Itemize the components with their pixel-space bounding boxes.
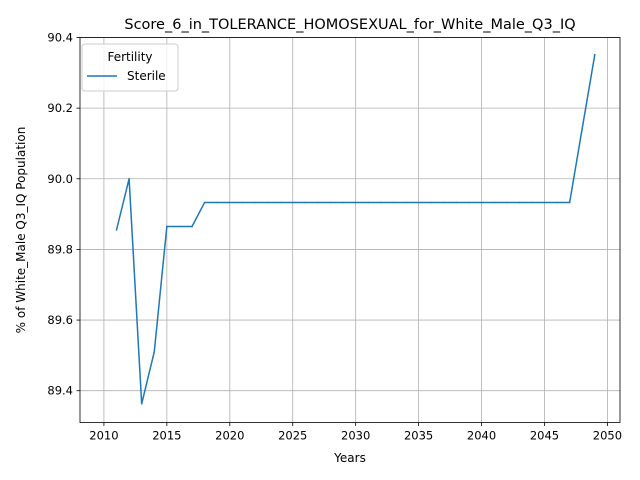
y-tick-label: 89.6: [47, 313, 73, 327]
data-point: [380, 201, 382, 204]
data-point: [581, 127, 583, 130]
data-point: [342, 201, 344, 204]
data-point: [304, 201, 307, 204]
data-point: [191, 225, 193, 228]
plot-frame: [79, 37, 621, 423]
data-point: [556, 201, 558, 204]
data-point: [166, 225, 168, 228]
data-point: [480, 201, 483, 204]
y-tick-label: 90.2: [47, 101, 73, 115]
data-point: [354, 201, 357, 204]
data-point: [430, 201, 432, 204]
x-tick-label: 2010: [89, 429, 118, 443]
data-point: [518, 201, 521, 204]
data-point: [140, 403, 143, 405]
data-point: [115, 229, 118, 231]
x-axis-label: Years: [333, 451, 366, 465]
data-point: [531, 201, 533, 204]
data-point: [455, 201, 458, 204]
data-point: [216, 201, 218, 204]
x-tick-label: 2045: [530, 429, 559, 443]
data-point: [392, 201, 395, 204]
x-tick-label: 2025: [278, 429, 307, 443]
data-point: [229, 201, 231, 204]
series-layer: [115, 53, 596, 405]
data-point: [405, 201, 407, 204]
data-point: [543, 201, 546, 204]
data-point: [417, 201, 420, 204]
data-point: [279, 201, 281, 204]
data-point: [505, 201, 508, 204]
x-tick-label: 2020: [215, 429, 244, 443]
data-point: [266, 201, 269, 204]
x-tick-label: 2040: [467, 429, 496, 443]
data-point: [317, 201, 319, 204]
data-point: [443, 201, 445, 204]
legend: Fertility Sterile: [81, 43, 179, 92]
legend-label-sterile: Sterile: [127, 69, 166, 83]
data-point: [203, 201, 206, 204]
y-tick-label: 89.4: [47, 384, 73, 398]
y-tick-label: 90.4: [47, 31, 73, 45]
x-tick-label: 2035: [404, 429, 433, 443]
y-tick-label: 89.8: [47, 242, 73, 256]
data-point: [493, 201, 495, 204]
data-point: [178, 225, 181, 228]
data-point: [128, 178, 130, 180]
data-point: [329, 201, 332, 204]
y-axis: 89.4 89.6 89.8 90.0 90.2 90.4: [47, 31, 80, 398]
data-point: [568, 201, 571, 204]
data-point: [291, 201, 294, 204]
legend-title: Fertility: [107, 50, 152, 64]
x-tick-label: 2030: [341, 429, 370, 443]
y-axis-label: % of White_Male Q3_IQ Population: [14, 127, 28, 334]
data-point: [153, 351, 156, 353]
data-point: [241, 201, 244, 204]
x-axis: 2010 2015 2020 2025 2030 2035 2040 2045 2050: [89, 422, 622, 443]
x-tick-label: 2050: [593, 429, 622, 443]
legend-box: [81, 43, 179, 92]
chart-title: Score_6_in_TOLERANCE_HOMOSEXUAL_for_Whit…: [124, 17, 575, 33]
data-point: [367, 201, 370, 204]
x-tick-label: 2015: [152, 429, 181, 443]
y-tick-label: 90.0: [47, 172, 73, 186]
data-point: [468, 201, 470, 204]
data-point: [254, 201, 256, 204]
data-point: [594, 53, 596, 56]
